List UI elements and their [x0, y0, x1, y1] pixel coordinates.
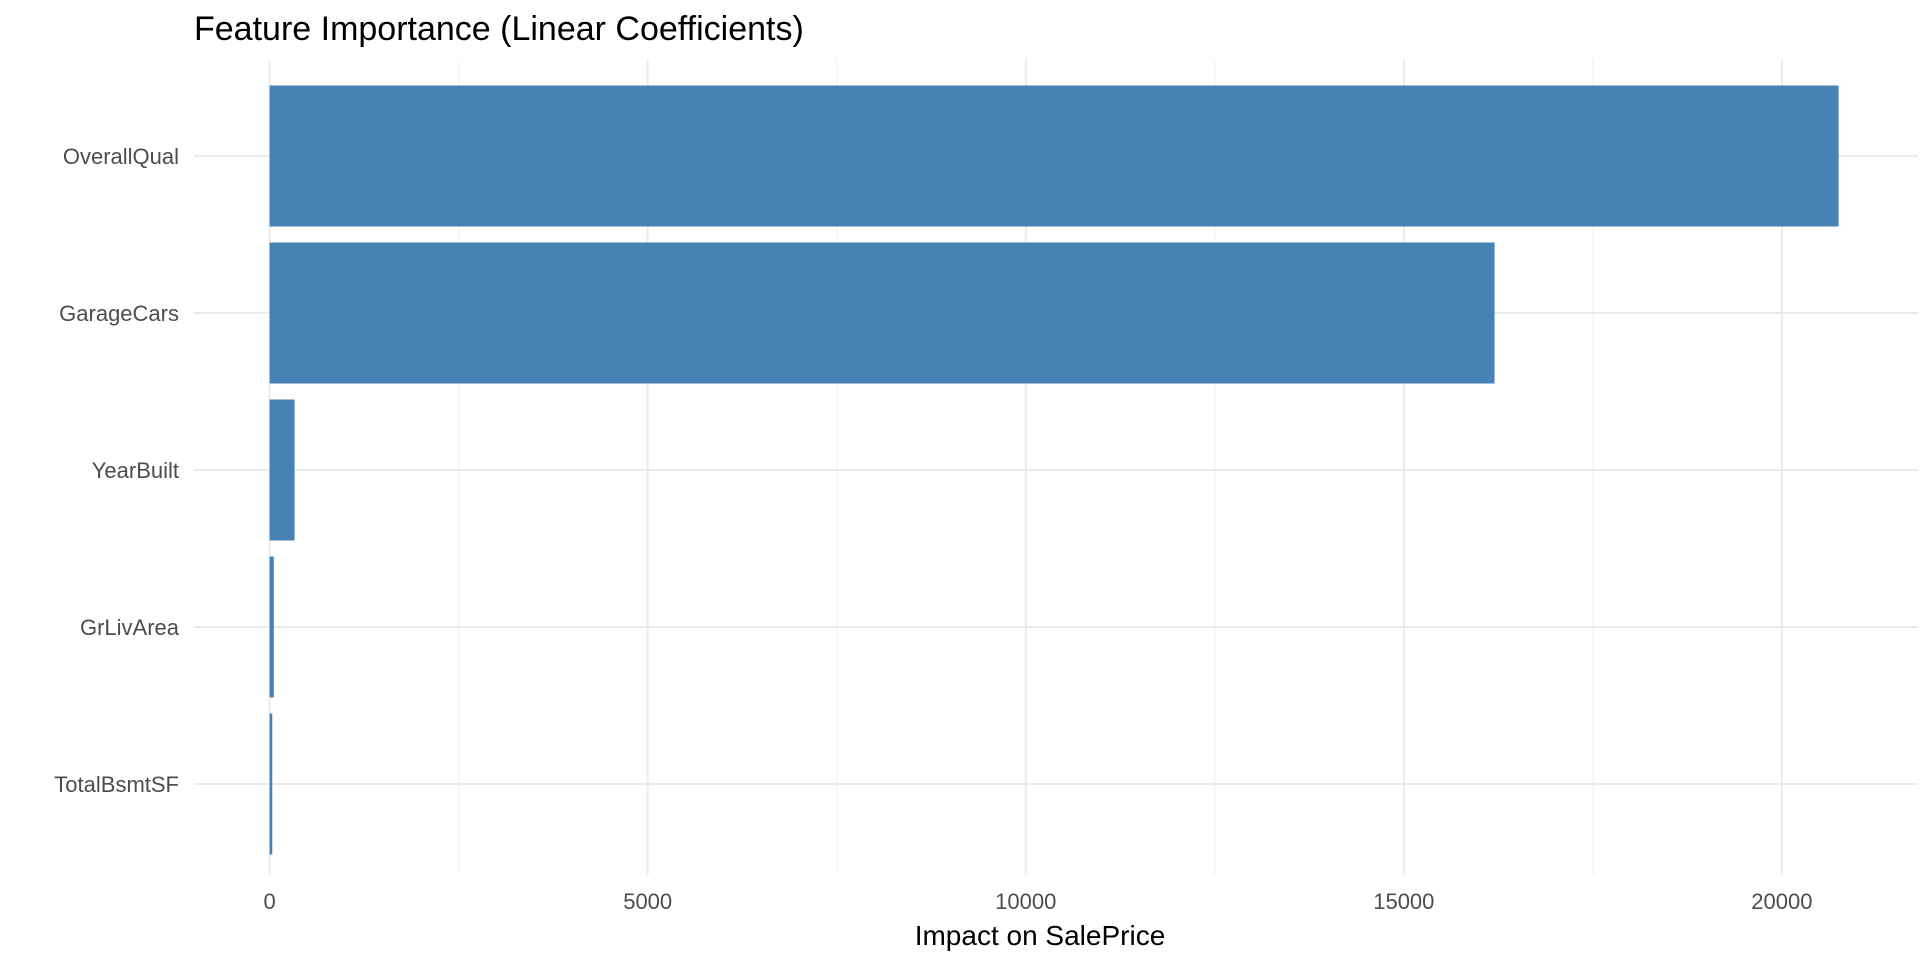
x-tick-label: 0 [263, 889, 275, 914]
y-tick-label: TotalBsmtSF [54, 772, 179, 797]
y-tick-label: OverallQual [63, 144, 179, 169]
x-tick-label: 15000 [1373, 889, 1434, 914]
bar-garagecars [269, 242, 1495, 384]
y-tick-label: GrLivArea [80, 615, 180, 640]
bar-totalbsmtsf [269, 713, 273, 855]
bar-grlivarea [269, 556, 274, 698]
x-tick-labels: 0 5000 10000 15000 20000 [263, 889, 1812, 914]
y-tick-label: YearBuilt [92, 458, 179, 483]
y-tick-labels: OverallQual GarageCars YearBuilt GrLivArea T… [54, 144, 179, 797]
bars [269, 85, 1839, 855]
x-axis-title: Impact on SalePrice [915, 920, 1166, 951]
chart-title: Feature Importance (Linear Coefficients) [194, 10, 804, 48]
x-tick-label: 20000 [1751, 889, 1812, 914]
x-tick-label: 10000 [995, 889, 1056, 914]
bar-yearbuilt [269, 399, 295, 541]
y-tick-label: GarageCars [59, 301, 179, 326]
x-tick-label: 5000 [623, 889, 672, 914]
bar-overallqual [269, 85, 1839, 227]
